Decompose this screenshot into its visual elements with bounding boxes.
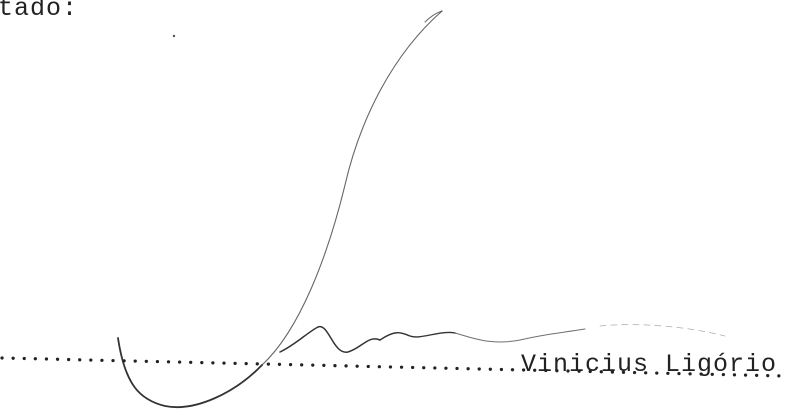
signer-name: Vinicius Ligório [520, 350, 777, 379]
handwritten-signature [117, 10, 726, 408]
ink-speck [172, 34, 176, 38]
heading-fragment: tado: [0, 0, 79, 23]
